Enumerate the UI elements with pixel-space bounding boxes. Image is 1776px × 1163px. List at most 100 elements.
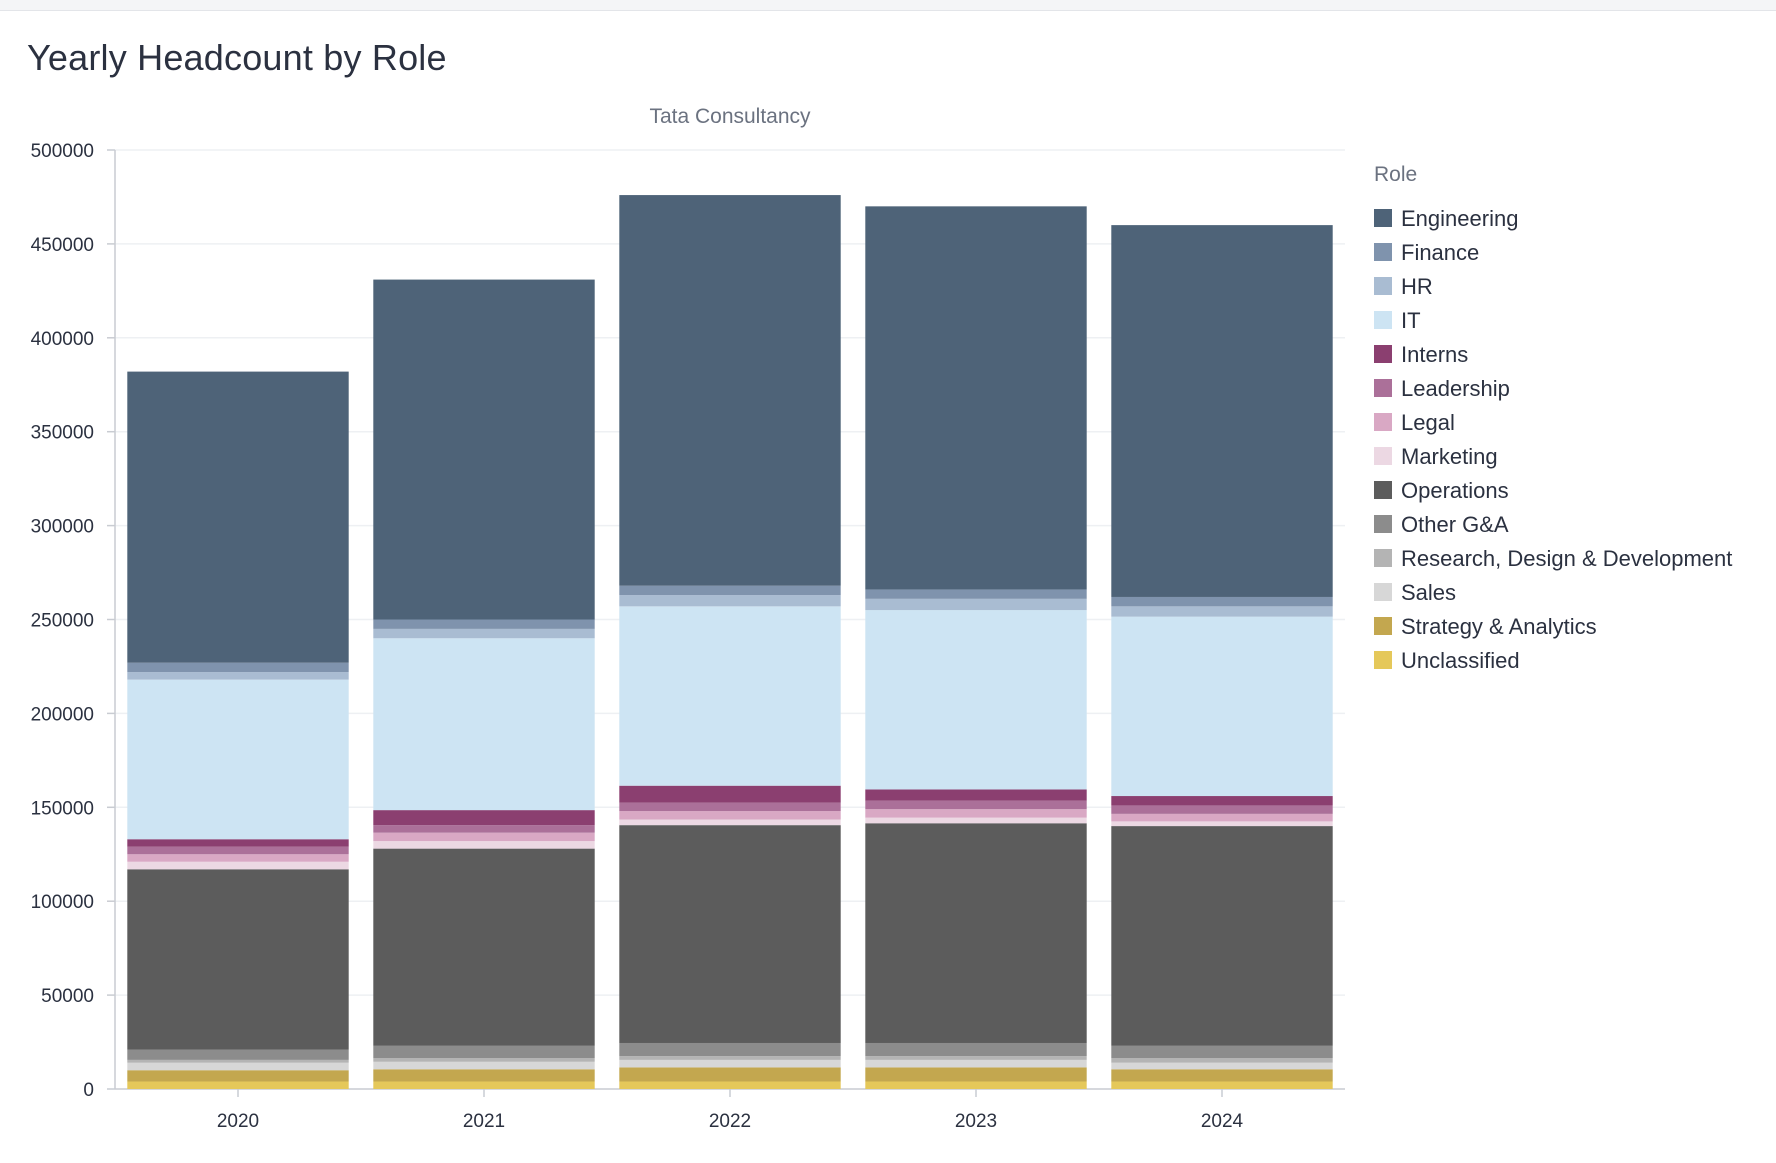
- legend-swatch-marketing: [1374, 447, 1392, 465]
- bar-segment-unclassified-2020: [127, 1081, 349, 1089]
- bar-segment-research-design-development-2022: [619, 1056, 841, 1060]
- bar-segment-it-2023: [865, 610, 1087, 790]
- bar-segment-research-design-development-2020: [127, 1059, 349, 1063]
- bar-segment-research-design-development-2023: [865, 1056, 1087, 1060]
- bar-segment-interns-2024: [1111, 796, 1333, 806]
- bar-segment-legal-2021: [373, 832, 595, 842]
- legend-swatch-research-design-development: [1374, 549, 1392, 567]
- legend-label-marketing: Marketing: [1401, 444, 1498, 469]
- legend-title: Role: [1374, 163, 1417, 186]
- bar-segment-research-design-development-2024: [1111, 1058, 1333, 1063]
- x-tick-label: 2024: [1201, 1111, 1244, 1132]
- legend-label-engineering: Engineering: [1401, 206, 1518, 231]
- bar-segment-other-g-a-2020: [127, 1049, 349, 1060]
- bar-segment-interns-2021: [373, 810, 595, 826]
- chart-card: Yearly Headcount by Role Tata Consultanc…: [0, 10, 1776, 1163]
- y-tick-label: 400000: [31, 329, 94, 350]
- bar-segment-finance-2020: [127, 662, 349, 673]
- bar-segment-interns-2023: [865, 789, 1087, 801]
- bar-segment-other-g-a-2022: [619, 1042, 841, 1057]
- legend-swatch-finance: [1374, 243, 1392, 261]
- legend-label-it: IT: [1401, 308, 1421, 333]
- legend-label-leadership: Leadership: [1401, 376, 1510, 401]
- bar-segment-it-2021: [373, 638, 595, 811]
- bar-segment-sales-2022: [619, 1059, 841, 1068]
- bar-segment-finance-2022: [619, 585, 841, 596]
- bar-segment-unclassified-2024: [1111, 1081, 1333, 1089]
- legend-label-research-design-development: Research, Design & Development: [1401, 546, 1732, 571]
- bar-segment-operations-2020: [127, 869, 349, 1050]
- bar-segment-research-design-development-2021: [373, 1058, 595, 1062]
- y-tick-label: 300000: [31, 517, 94, 538]
- bar-segment-leadership-2024: [1111, 805, 1333, 814]
- bar-segment-interns-2022: [619, 785, 841, 803]
- bar-segment-operations-2024: [1111, 826, 1333, 1046]
- bar-segment-it-2022: [619, 606, 841, 786]
- y-tick-label: 100000: [31, 892, 94, 913]
- y-tick-label: 150000: [31, 798, 94, 819]
- bar-segment-operations-2021: [373, 848, 595, 1046]
- bar-segment-unclassified-2023: [865, 1081, 1087, 1089]
- bar-segment-engineering-2023: [865, 206, 1087, 590]
- legend-swatch-strategy-analytics: [1374, 617, 1392, 635]
- bar-segment-engineering-2024: [1111, 225, 1333, 597]
- bar-segment-marketing-2021: [373, 841, 595, 849]
- legend-label-other-g-a: Other G&A: [1401, 512, 1509, 537]
- bar-segment-marketing-2024: [1111, 821, 1333, 827]
- bar-segment-finance-2023: [865, 589, 1087, 599]
- bar-segment-engineering-2021: [373, 279, 595, 620]
- legend-swatch-legal: [1374, 413, 1392, 431]
- bar-segment-it-2020: [127, 679, 349, 840]
- y-tick-label: 50000: [41, 986, 94, 1007]
- bar-segment-other-g-a-2021: [373, 1045, 595, 1059]
- legend-label-unclassified: Unclassified: [1401, 648, 1520, 673]
- bar-segment-finance-2024: [1111, 596, 1333, 607]
- bar-segment-operations-2023: [865, 823, 1087, 1043]
- bar-segment-engineering-2020: [127, 371, 349, 663]
- bar-segment-leadership-2020: [127, 846, 349, 855]
- bar-segment-sales-2020: [127, 1062, 349, 1071]
- bar-segment-operations-2022: [619, 825, 841, 1043]
- legend-label-hr: HR: [1401, 274, 1433, 299]
- bar-segment-strategy-analytics-2020: [127, 1070, 349, 1082]
- bar-segment-legal-2020: [127, 854, 349, 862]
- stacked-bar-chart: Tata Consultancy 0 50000 100000 150000 200000…: [31, 105, 1733, 1132]
- bar-segment-marketing-2023: [865, 817, 1087, 824]
- legend-label-finance: Finance: [1401, 240, 1479, 265]
- legend-swatch-interns: [1374, 345, 1392, 363]
- legend-label-interns: Interns: [1401, 342, 1468, 367]
- y-tick-label: 200000: [31, 704, 94, 725]
- bar-segment-strategy-analytics-2024: [1111, 1069, 1333, 1082]
- bar-segment-engineering-2022: [619, 195, 841, 586]
- bar-segment-sales-2023: [865, 1059, 1087, 1068]
- bar-segment-sales-2021: [373, 1061, 595, 1070]
- y-tick-label: 250000: [31, 611, 94, 632]
- legend-label-legal: Legal: [1401, 410, 1455, 435]
- bar-segment-legal-2022: [619, 811, 841, 820]
- bar-segment-sales-2024: [1111, 1062, 1333, 1070]
- bar-segment-hr-2023: [865, 598, 1087, 611]
- bar-segment-interns-2020: [127, 839, 349, 847]
- legend-swatch-unclassified: [1374, 651, 1392, 669]
- legend-swatch-leadership: [1374, 379, 1392, 397]
- legend-swatch-hr: [1374, 277, 1392, 295]
- bar-segment-strategy-analytics-2023: [865, 1067, 1087, 1082]
- legend-label-sales: Sales: [1401, 580, 1456, 605]
- x-tick-label: 2023: [955, 1111, 997, 1132]
- y-tick-label: 450000: [31, 235, 94, 256]
- bar-segment-hr-2021: [373, 628, 595, 639]
- bar-segment-legal-2023: [865, 809, 1087, 818]
- legend-swatch-engineering: [1374, 209, 1392, 227]
- bar-segment-legal-2024: [1111, 813, 1333, 822]
- bar-segment-hr-2020: [127, 672, 349, 680]
- bar-segment-finance-2021: [373, 619, 595, 629]
- card-title: Yearly Headcount by Role: [27, 37, 447, 78]
- bar-segment-hr-2022: [619, 595, 841, 607]
- legend-swatch-sales: [1374, 583, 1392, 601]
- y-tick-label: 0: [83, 1080, 94, 1101]
- bar-segment-unclassified-2021: [373, 1081, 595, 1089]
- bar-segment-other-g-a-2024: [1111, 1045, 1333, 1059]
- legend-swatch-operations: [1374, 481, 1392, 499]
- y-tick-label: 350000: [31, 423, 94, 444]
- x-tick-label: 2020: [217, 1111, 259, 1132]
